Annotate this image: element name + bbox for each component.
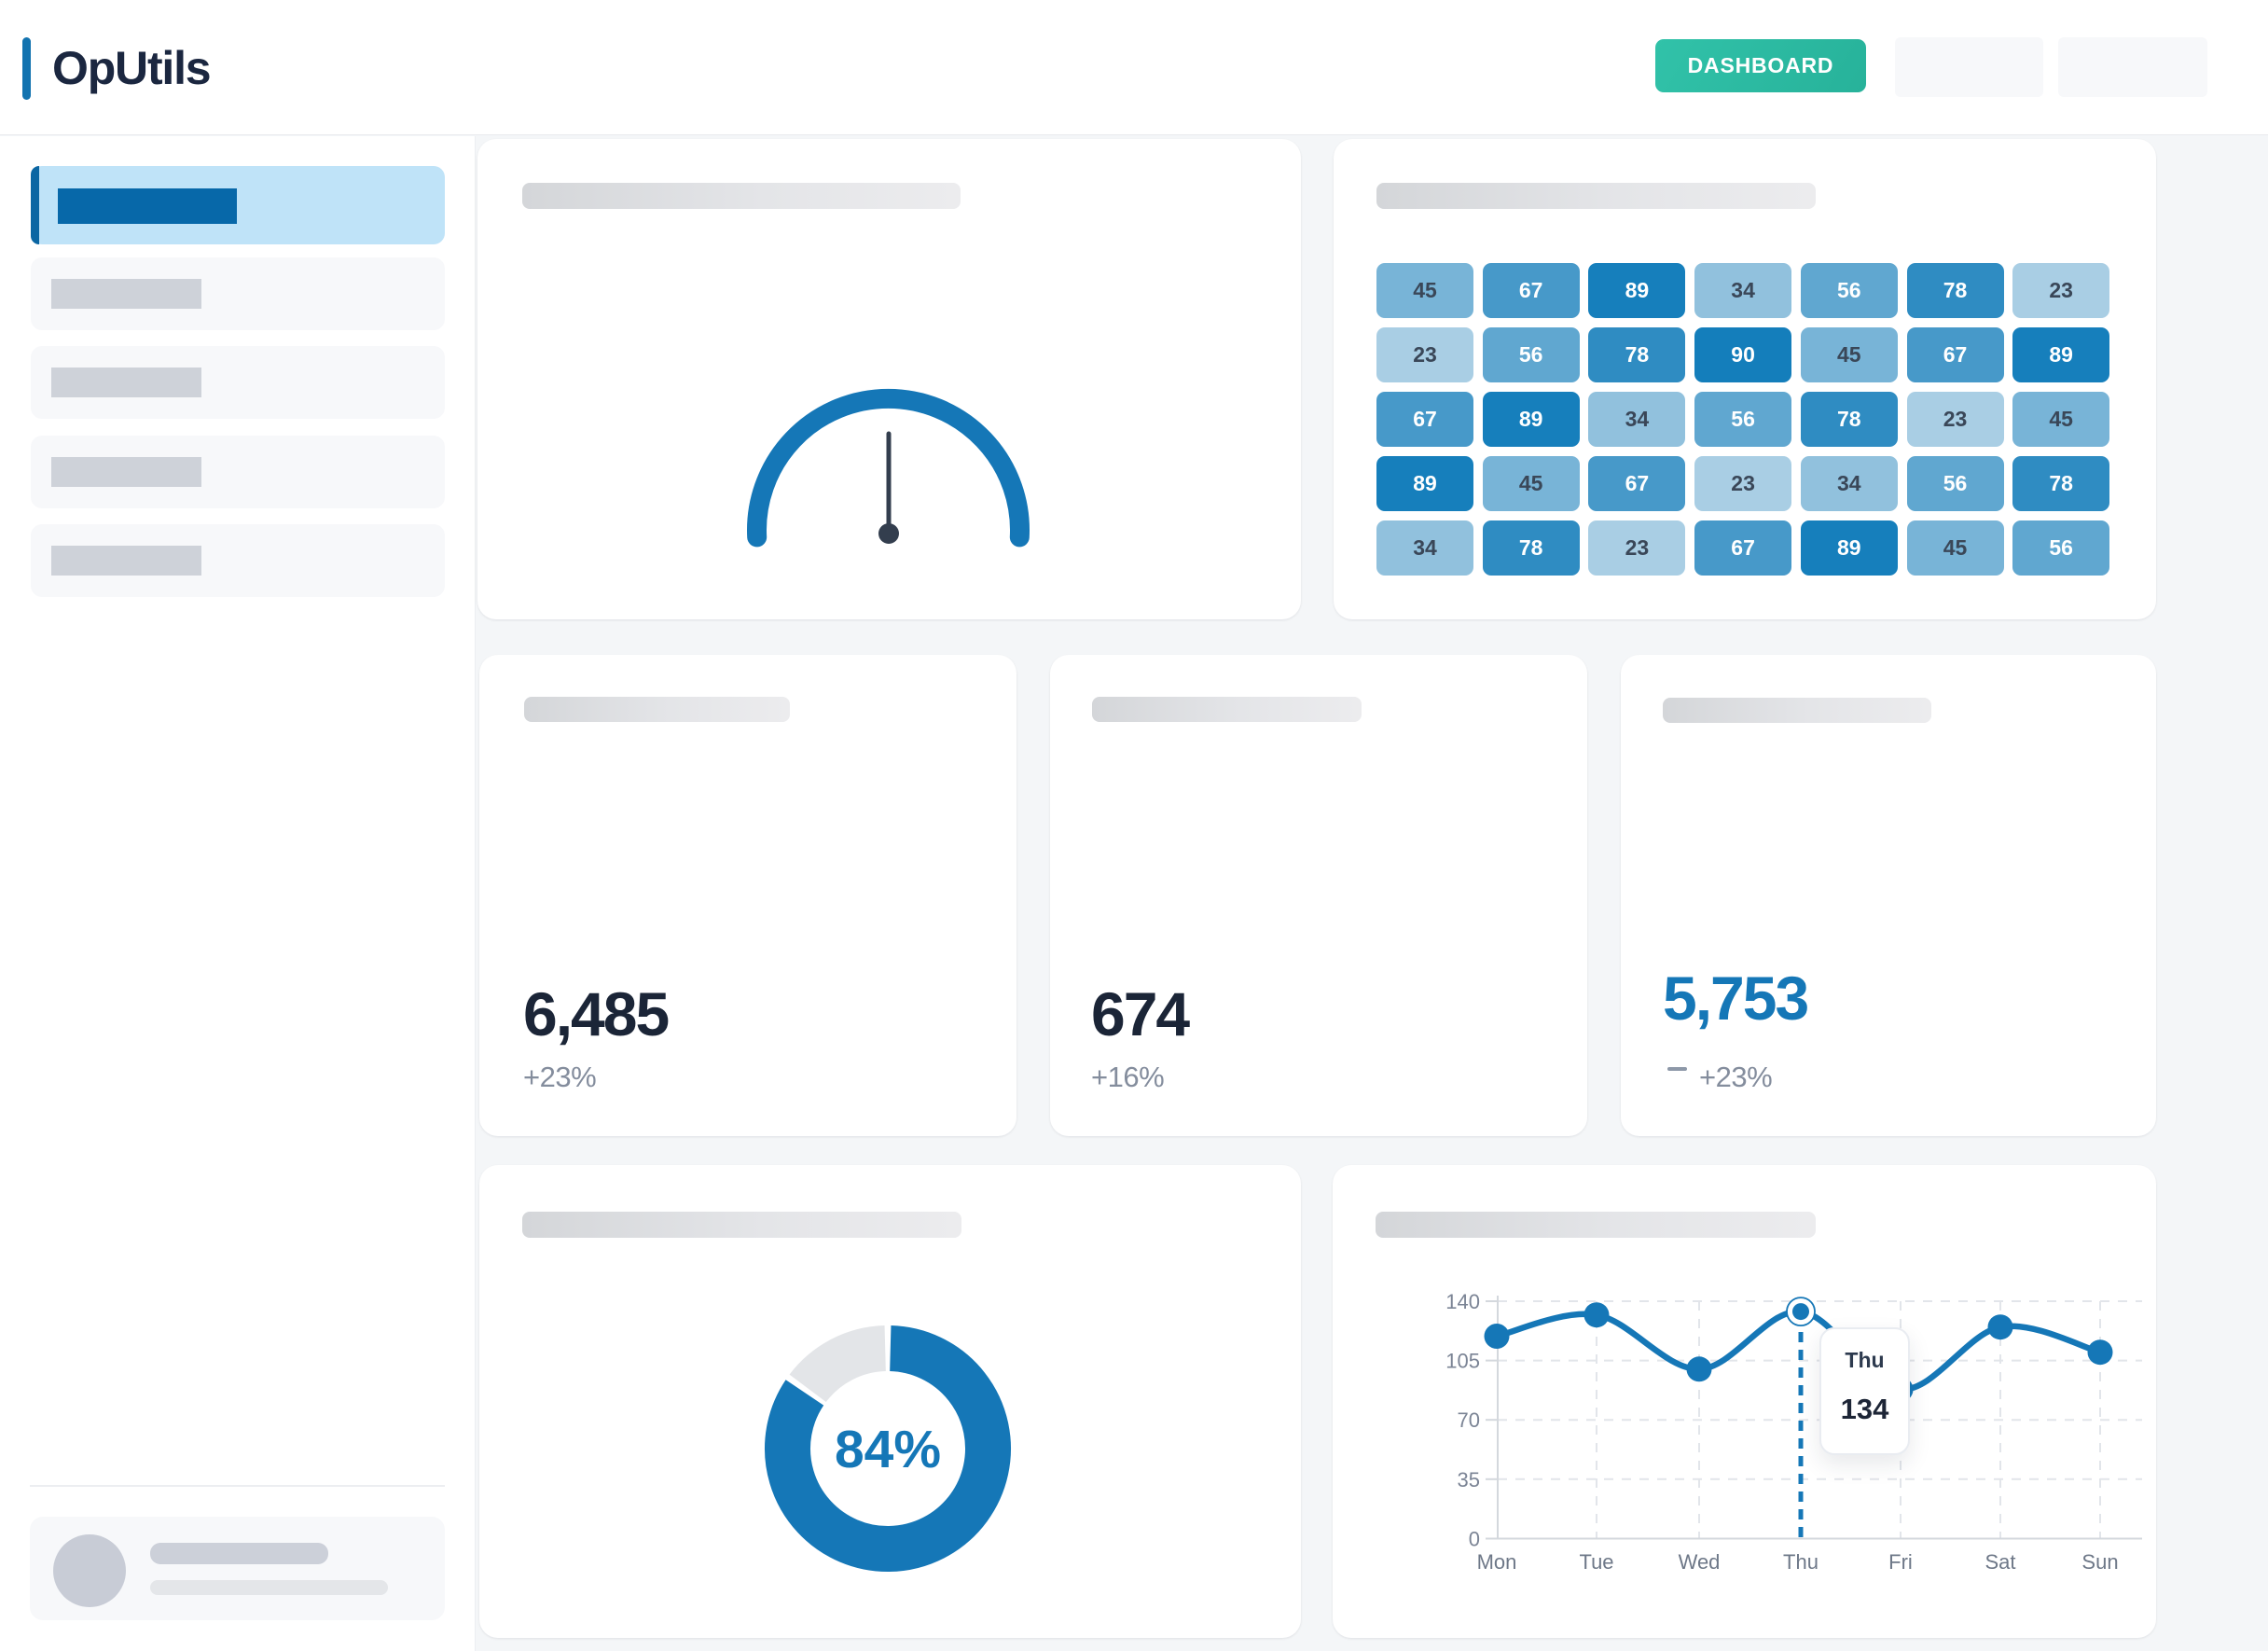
svg-text:Fri: Fri	[1888, 1550, 1913, 1574]
svg-text:Mon: Mon	[1477, 1550, 1517, 1574]
svg-text:84%: 84%	[835, 1420, 941, 1479]
svg-text:70: 70	[1458, 1408, 1480, 1432]
svg-text:Tue: Tue	[1579, 1550, 1613, 1574]
svg-text:105: 105	[1445, 1350, 1480, 1373]
svg-text:35: 35	[1458, 1468, 1480, 1491]
svg-text:140: 140	[1445, 1290, 1480, 1313]
svg-text:Sun: Sun	[2081, 1550, 2118, 1574]
svg-text:Thu: Thu	[1783, 1550, 1819, 1574]
svg-text:0: 0	[1469, 1528, 1480, 1551]
svg-text:Wed: Wed	[1679, 1550, 1721, 1574]
svg-text:Sat: Sat	[1984, 1550, 2015, 1574]
